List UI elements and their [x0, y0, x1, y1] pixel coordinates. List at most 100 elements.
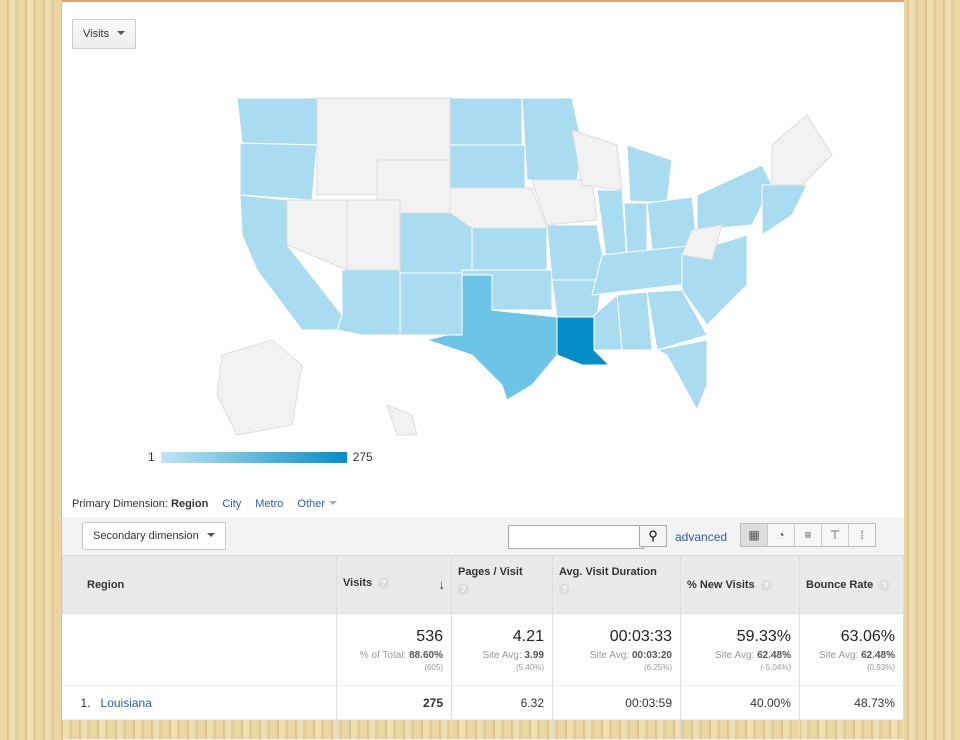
- comparison-view-icon[interactable]: ⊤: [821, 524, 848, 546]
- header-visits[interactable]: Visits? ↓: [336, 555, 452, 614]
- secondary-dimension-label: Secondary dimension: [93, 530, 199, 542]
- state-new-england: [771, 114, 833, 186]
- view-switcher: ▦ ◔ ≡ ⊤ ⁞: [740, 523, 876, 547]
- totals-row: 536 % of Total: 88.60% (605) 4.21 Site Avg:…: [62, 613, 904, 686]
- search-button[interactable]: ⚲: [639, 525, 667, 547]
- total-visits: 536 % of Total: 88.60% (605): [336, 613, 452, 686]
- help-icon[interactable]: ?: [458, 584, 469, 595]
- secondary-dimension-dropdown[interactable]: Secondary dimension: [82, 522, 226, 550]
- bounce-cell: 48.73%: [799, 685, 904, 720]
- total-value: 536: [416, 627, 443, 645]
- row-index: 1.: [80, 695, 91, 710]
- state-alabama: [616, 291, 653, 351]
- table-search-input[interactable]: [508, 525, 644, 549]
- table-header: Region Visits? ↓ Pages / Visit? Avg. Visi…: [62, 555, 904, 614]
- state-alaska: [216, 339, 303, 436]
- data-table: Region Visits? ↓ Pages / Visit? Avg. Visi…: [62, 555, 904, 740]
- header-region[interactable]: Region: [62, 555, 337, 614]
- help-icon[interactable]: ?: [559, 584, 570, 595]
- sub-value: 62.48%: [861, 649, 895, 661]
- chevron-down-icon: [117, 31, 126, 39]
- new-visits-label: % New Visits: [687, 578, 755, 591]
- other-label: Other: [297, 498, 325, 510]
- primary-dimension-bar: Primary Dimension: Region City Metro Oth…: [72, 498, 337, 510]
- duration-label: Avg. Visit Duration: [559, 566, 657, 578]
- legend-max: 275: [352, 450, 373, 464]
- us-map[interactable]: [162, 85, 852, 445]
- state-south-dakota: [449, 144, 526, 189]
- advanced-link[interactable]: advanced: [675, 530, 728, 544]
- state-washington: [236, 97, 318, 146]
- help-icon[interactable]: ?: [760, 579, 772, 591]
- state-colorado: [399, 212, 473, 274]
- total-value: 59.33%: [736, 627, 791, 645]
- sub-value: 00:03:20: [631, 649, 672, 661]
- state-pennsylvania-ny: [696, 164, 773, 231]
- bounce-label: Bounce Rate: [806, 578, 874, 591]
- chevron-down-icon: [328, 501, 337, 509]
- total-value: 4.21: [512, 627, 544, 645]
- sub-label: Site Avg:: [482, 649, 522, 661]
- pivot-view-icon[interactable]: ⁞: [848, 524, 875, 546]
- help-icon[interactable]: ?: [378, 578, 390, 589]
- table-row-partial: [62, 719, 904, 740]
- legend-min: 1: [148, 450, 155, 464]
- state-oregon: [239, 142, 318, 201]
- sub-label: % of Total:: [359, 649, 407, 661]
- pages-label: Pages / Visit: [458, 566, 523, 578]
- note: (605): [424, 662, 443, 672]
- help-icon[interactable]: ?: [879, 579, 891, 591]
- table-view-icon[interactable]: ▦: [741, 524, 767, 546]
- new-visits-cell: 40.00%: [680, 685, 800, 720]
- dimension-region[interactable]: Region: [171, 498, 209, 510]
- pie-view-icon[interactable]: ◔: [767, 524, 794, 546]
- header-new-visits[interactable]: % New Visits?: [680, 555, 800, 614]
- sub-label: Site Avg:: [819, 649, 859, 661]
- state-kansas: [471, 227, 548, 271]
- total-pages: 4.21 Site Avg: 3.99 (5.40%): [451, 613, 553, 686]
- total-new-visits: 59.33% Site Avg: 62.48% (-5.04%): [680, 613, 800, 686]
- total-bounce: 63.06% Site Avg: 62.48% (0.93%): [799, 613, 904, 686]
- dimension-metro[interactable]: Metro: [255, 498, 284, 510]
- header-avg-duration[interactable]: Avg. Visit Duration?: [552, 555, 681, 614]
- primary-dimension-label: Primary Dimension:: [72, 498, 168, 510]
- total-duration: 00:03:33 Site Avg: 00:03:20 (6.25%): [552, 613, 681, 686]
- dimension-other[interactable]: Other: [297, 498, 337, 510]
- state-arizona: [336, 269, 401, 336]
- header-pages-visit[interactable]: Pages / Visit?: [451, 555, 553, 614]
- report-panel: Visits 1 275 Primary Dimension: Region C…: [62, 0, 904, 740]
- region-cell: 1. Louisiana: [62, 685, 337, 720]
- header-bounce-rate[interactable]: Bounce Rate?: [799, 555, 904, 614]
- state-wisconsin: [571, 129, 623, 191]
- state-georgia: [646, 289, 708, 351]
- state-florida: [655, 339, 708, 412]
- sub-value: 62.48%: [757, 649, 791, 661]
- total-value: 00:03:33: [609, 627, 672, 645]
- chevron-down-icon: [206, 533, 215, 541]
- state-new-mexico: [399, 272, 463, 336]
- total-value: 63.06%: [840, 627, 895, 645]
- top-border: [62, 0, 904, 2]
- metric-selector[interactable]: Visits: [72, 19, 137, 49]
- state-texas: [425, 274, 558, 401]
- sort-down-arrow-icon: ↓: [438, 577, 446, 592]
- dimension-city[interactable]: City: [222, 498, 242, 510]
- state-minnesota: [521, 97, 583, 181]
- note: (6.25%): [643, 662, 672, 672]
- visits-label: Visits: [343, 577, 373, 589]
- state-nj-ma: [761, 184, 808, 236]
- metric-label: Visits: [83, 28, 110, 40]
- totals-empty: [62, 613, 337, 686]
- performance-view-icon[interactable]: ≡: [794, 524, 821, 546]
- state-utah: [346, 199, 401, 271]
- state-nebraska: [449, 187, 548, 229]
- state-hawaii: [386, 404, 418, 436]
- state-louisiana: [556, 316, 611, 366]
- region-link[interactable]: Louisiana: [100, 695, 152, 710]
- table-toolbar: Secondary dimension ⚲ advanced ▦ ◔ ≡ ⊤ ⁞: [62, 517, 904, 555]
- table-row: 1. Louisiana 275 6.32 00:03:59 40.00% 48…: [62, 685, 904, 720]
- search-icon: ⚲: [648, 528, 658, 543]
- legend-gradient: [160, 451, 347, 463]
- state-michigan: [626, 144, 673, 204]
- sub-label: Site Avg:: [589, 649, 630, 661]
